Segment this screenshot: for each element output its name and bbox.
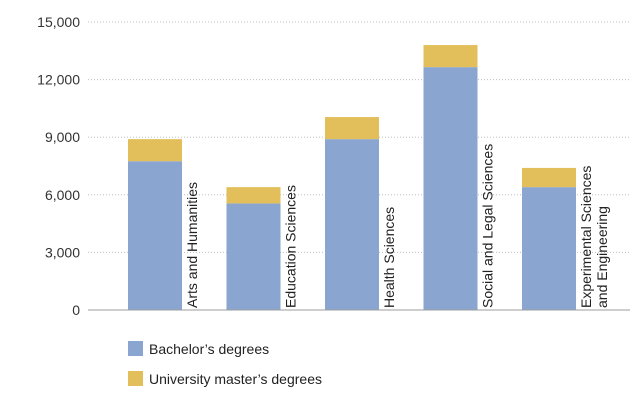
y-tick-label: 9,000	[45, 129, 80, 145]
legend-swatch	[128, 341, 143, 356]
bar-segment-masters	[325, 117, 379, 140]
category-label-line: Experimental Sciences	[578, 166, 594, 308]
category-label-line: Education Sciences	[283, 185, 299, 308]
category-label: Experimental Sciencesand Engineering	[578, 166, 610, 308]
y-tick-label: 15,000	[37, 14, 80, 30]
bars	[128, 45, 576, 311]
bar-group	[522, 167, 576, 310]
category-label-line: Health Sciences	[381, 207, 397, 308]
y-tick-label: 3,000	[45, 244, 80, 260]
legend: Bachelor’s degrees University master’s de…	[128, 341, 322, 387]
bar-segment-masters	[423, 45, 478, 68]
legend-swatch	[128, 371, 143, 386]
y-tick-label: 0	[72, 302, 80, 318]
bar-segment-bachelors	[226, 203, 281, 310]
category-label-line: Arts and Humanities	[184, 182, 200, 308]
bar-segment-masters	[522, 167, 576, 188]
category-label-line: Social and Legal Sciences	[480, 144, 496, 308]
bar-segment-bachelors	[423, 67, 478, 311]
bar-segment-bachelors	[128, 161, 182, 310]
category-label: Social and Legal Sciences	[480, 144, 496, 308]
bar-group	[423, 45, 478, 311]
y-axis-tick-labels: 0 3,000 6,000 9,000 12,000 15,000	[37, 14, 80, 318]
category-label: Health Sciences	[381, 207, 397, 308]
bar-segment-bachelors	[522, 187, 576, 310]
y-tick-label: 6,000	[45, 187, 80, 203]
bar-group	[128, 139, 182, 310]
bar-segment-masters	[128, 139, 182, 162]
bar-group	[226, 187, 281, 310]
category-label: Education Sciences	[283, 185, 299, 308]
category-label-line: and Engineering	[594, 206, 610, 308]
category-label: Arts and Humanities	[184, 182, 200, 308]
legend-label: University master’s degrees	[149, 371, 322, 387]
y-tick-label: 12,000	[37, 72, 80, 88]
category-labels: Arts and Humanities Education Sciences Hea…	[184, 144, 610, 308]
legend-label: Bachelor’s degrees	[149, 341, 269, 357]
bar-group	[325, 117, 379, 310]
bar-segment-masters	[226, 187, 281, 204]
bar-segment-bachelors	[325, 139, 379, 310]
